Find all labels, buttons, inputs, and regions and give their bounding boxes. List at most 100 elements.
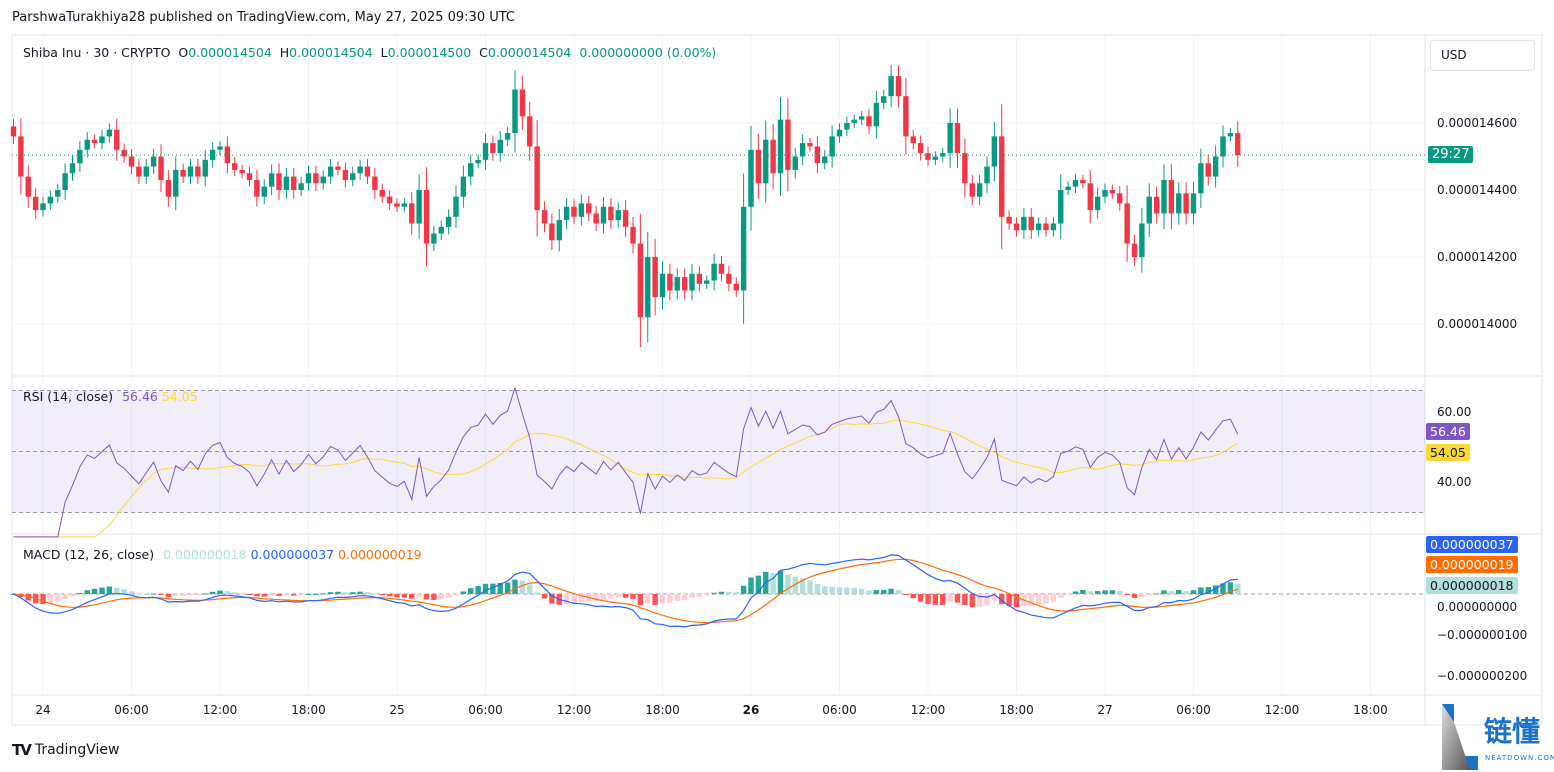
macd-histogram-bar <box>1058 594 1064 598</box>
macd-histogram-bar <box>1006 594 1012 607</box>
macd-histogram-bar <box>704 594 710 596</box>
macd-histogram-bar <box>563 594 570 604</box>
macd-histogram-bar <box>541 594 548 599</box>
candle-body <box>114 129 120 150</box>
rsi-ma-value: 54.05 <box>161 389 198 404</box>
watermark-cn: 链懂 <box>1484 715 1541 748</box>
macd-histogram-bar <box>512 579 518 594</box>
candle-body <box>711 263 717 281</box>
candle-body <box>785 119 791 170</box>
macd-histogram-bar <box>814 583 821 594</box>
macd-histogram-bar <box>416 594 422 597</box>
macd-histogram-bar <box>578 594 585 602</box>
price-tick: 0.000014000 <box>1437 317 1518 331</box>
candle-body <box>681 277 688 291</box>
macd-histogram-bar <box>1102 590 1108 594</box>
candle-body <box>976 183 983 197</box>
candle-body <box>645 257 651 318</box>
candle-body <box>158 156 164 180</box>
macd-histogram-bar <box>549 594 555 604</box>
macd-tick: −0.000000100 <box>1437 628 1528 642</box>
macd-value-tag: 0.000000037 <box>1426 536 1518 553</box>
rsi-title[interactable]: RSI (14, close) <box>23 389 114 404</box>
macd-histogram-bar <box>711 592 717 594</box>
candle-body <box>423 190 430 244</box>
macd-histogram-bar <box>482 583 489 594</box>
candle-body <box>704 280 710 284</box>
macd-histogram-bar <box>18 594 24 598</box>
candle-body <box>925 153 931 160</box>
macd-histogram-bar <box>291 594 297 596</box>
macd-histogram-bar <box>740 585 747 594</box>
candle-body <box>1124 203 1130 244</box>
macd-histogram-bar <box>630 594 636 599</box>
candle-body <box>453 196 459 217</box>
macd-histogram-bar <box>209 591 216 594</box>
macd-histogram-bar <box>748 577 754 594</box>
macd-histogram-bar <box>940 594 946 605</box>
macd-title[interactable]: MACD (12, 26, close) <box>23 547 155 562</box>
macd-histogram-bar <box>165 594 172 598</box>
candle-body <box>578 203 585 217</box>
currency-button[interactable]: USD <box>1430 40 1535 71</box>
macd-histogram-bar <box>600 594 607 600</box>
candle-body <box>335 166 341 170</box>
macd-histogram-bar <box>1153 593 1160 595</box>
open-value: 0.000014504 <box>188 45 272 60</box>
candle-body <box>962 153 968 184</box>
macd-histogram-bar <box>327 592 334 594</box>
candle-body <box>866 116 872 127</box>
candle-body <box>718 263 725 274</box>
macd-histogram-bar <box>187 594 194 595</box>
countdown-tag: 29:27 <box>1428 146 1474 163</box>
candle-body <box>903 96 909 137</box>
candle-body <box>350 173 356 180</box>
macd-histogram-bar <box>593 594 599 602</box>
macd-signal-line <box>13 558 1238 624</box>
time-tick: 06:00 <box>1176 703 1211 717</box>
macd-histogram-bar <box>976 594 983 607</box>
macd-histogram-bar <box>394 594 400 598</box>
candle-body <box>77 149 83 164</box>
candle-body <box>460 176 467 197</box>
macd-histogram-bar <box>1109 590 1116 594</box>
macd-histogram-bar <box>224 591 231 594</box>
low-value: 0.000014500 <box>387 45 472 60</box>
high-label: H <box>279 45 290 60</box>
candle-body <box>431 233 437 244</box>
macd-histogram-bar <box>173 594 179 597</box>
macd-histogram-bar <box>1139 594 1145 598</box>
macd-histogram-bar <box>571 594 577 604</box>
macd-histogram-bar <box>305 593 312 595</box>
candle-body <box>305 173 312 184</box>
candle-body <box>409 203 415 224</box>
candle-body <box>364 166 371 177</box>
candle-body <box>173 169 179 197</box>
macd-histogram-bar <box>534 592 540 594</box>
time-tick: 12:00 <box>556 703 592 717</box>
change-value: 0.000000000 (0.00%) <box>579 45 717 60</box>
price-tick: 0.000014600 <box>1437 116 1518 130</box>
publisher-line: ParshwaTurakhiya28 published on TradingV… <box>12 10 516 25</box>
candle-body <box>320 176 326 184</box>
macd-histogram-bar <box>873 590 880 594</box>
candle-body <box>534 146 540 211</box>
candle-body <box>851 119 857 123</box>
macd-histogram-bar <box>136 593 142 595</box>
candle-body <box>106 129 113 137</box>
candle-body <box>99 136 105 144</box>
candle-body <box>512 89 518 134</box>
macd-histogram-bar <box>917 594 924 602</box>
candle-body <box>1050 223 1057 231</box>
candle-body <box>372 176 378 191</box>
candle-body <box>10 126 17 137</box>
candle-body <box>910 136 916 144</box>
macd-tick: 0.000000000 <box>1437 600 1518 614</box>
macd-histogram-bar <box>652 594 658 605</box>
candle-body <box>1035 223 1042 231</box>
macd-histogram-bar <box>726 591 732 594</box>
symbol-label[interactable]: Shiba Inu · 30 · CRYPTO <box>23 45 171 60</box>
tradingview-brand[interactable]: 𝗧𝗩 TradingView <box>12 741 119 759</box>
rsi-value: 56.46 <box>122 389 158 404</box>
